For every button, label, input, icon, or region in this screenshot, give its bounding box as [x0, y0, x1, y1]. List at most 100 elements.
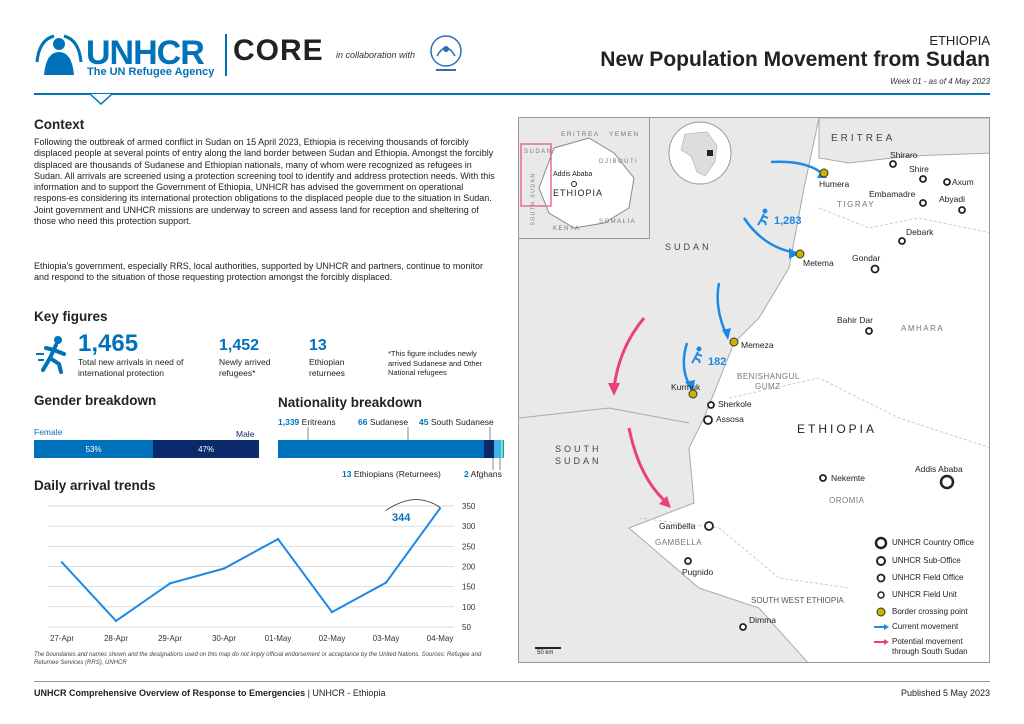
region-benishangul-1: BENISHANGUL [737, 372, 800, 381]
place-bahir-dar: Bahir Dar [837, 315, 873, 325]
scale-label: 50 km [537, 650, 554, 656]
x-tick-label: 02-May [319, 634, 346, 643]
x-tick-label: 03-May [373, 634, 400, 643]
context-paragraph-1: Following the outbreak of armed conflict… [34, 137, 495, 227]
place-abyadi: Abyadi [939, 194, 965, 204]
header-country: ETHIOPIA [929, 33, 990, 48]
female-bar-segment: 53% [34, 440, 154, 458]
nat-name: Sudanese [369, 417, 409, 427]
addis-country-office-marker [939, 474, 955, 490]
place-shire: Shire [909, 164, 929, 174]
place-sherkole: Sherkole [718, 399, 752, 409]
inset-shapes [520, 137, 635, 229]
arrival-line [61, 507, 441, 623]
peak-callout-arc [385, 499, 441, 511]
y-tick-label: 50 [462, 623, 471, 632]
x-tick-label: 27-Apr [50, 634, 74, 643]
header-divider [34, 93, 990, 95]
legend-potential-movement: Potential movement through South Sudan [892, 637, 968, 656]
region-oromia: OROMIA [829, 496, 865, 505]
inset-south-sudan: SOUTH SUDAN [530, 172, 537, 226]
refugees-label: Newly arrived refugees* [219, 357, 271, 378]
region-benishangul-2: GUMZ [755, 382, 781, 391]
legend-current-movement: Current movement [892, 622, 959, 631]
nat-value: 1,339 [278, 417, 300, 427]
potential-movement-arrows [608, 317, 671, 508]
footer-left: UNHCR Comprehensive Overview of Response… [34, 688, 385, 698]
nationality-segment [483, 440, 494, 458]
x-tick-label: 30-Apr [212, 634, 236, 643]
returnees-value: 13 [309, 337, 327, 354]
footer-title: UNHCR Comprehensive Overview of Response… [34, 688, 306, 698]
context-heading: Context [34, 117, 85, 132]
place-nekemte: Nekemte [831, 473, 866, 483]
inset-djibouti: DJIBOUTI [599, 159, 639, 165]
nat-value: 13 [342, 469, 352, 479]
data-point [384, 581, 388, 584]
border-crossing-markers [688, 168, 829, 399]
place-axum: Axum [952, 177, 974, 187]
place-kurmuk: Kurmuk [671, 382, 701, 392]
map-label-sudan: SUDAN [665, 242, 712, 252]
place-metema: Metema [803, 258, 834, 268]
data-point [276, 537, 280, 541]
gender-heading: Gender breakdown [34, 393, 157, 408]
nat-label-eritreans: 1,339 Eritreans [278, 417, 336, 427]
footer-divider [34, 681, 990, 682]
map-label-ethiopia: ETHIOPIA [797, 422, 878, 436]
trend-heading: Daily arrival trends [34, 478, 156, 493]
office-markers [684, 160, 966, 631]
unhcr-wordmark: UNHCR [86, 34, 205, 72]
key-figures-heading: Key figures [34, 309, 108, 324]
legend-field-office: UNHCR Field Office [892, 573, 964, 582]
footer-subtitle: | UNHCR - Ethiopia [305, 688, 386, 698]
footer-published: Published 5 May 2023 [900, 688, 990, 698]
refugees-value: 1,452 [219, 337, 260, 354]
data-point [222, 567, 226, 570]
x-tick-label: 04-May [427, 634, 454, 643]
x-tick-label: 01-May [265, 634, 292, 643]
flow-person-icon-kurmuk [691, 346, 703, 364]
rrs-partner-logo-icon [430, 35, 462, 71]
data-point [114, 619, 118, 623]
returnees-label: Ethiopian returnees [309, 357, 345, 378]
core-logo: CORE [225, 34, 324, 76]
nationality-segment [493, 440, 501, 458]
unhcr-logo: UNHCR The UN Refugee Agency [34, 30, 214, 80]
nat-value: 66 [358, 417, 368, 427]
nat-label-ethiopians: 13 Ethiopians (Returnees) [342, 469, 441, 479]
female-pct: 53% [85, 444, 102, 454]
y-tick-label: 200 [462, 563, 476, 572]
nationality-segment [500, 440, 503, 458]
place-embamadre: Embamadre [869, 189, 916, 199]
place-addis-ababa: Addis Ababa [915, 464, 963, 474]
total-arrivals-label: Total new arrivals in need of internatio… [78, 357, 184, 378]
inset-yemen: YEMEN [609, 131, 640, 138]
map-shapes [519, 118, 989, 662]
flow-count-metema: 1,283 [774, 215, 802, 227]
nat-name: South Sudanese [430, 417, 494, 427]
legend-field-unit: UNHCR Field Unit [892, 590, 957, 599]
place-humera: Humera [819, 179, 850, 189]
nat-label-sudanese: 66 Sudanese [358, 417, 408, 427]
trend-peak-annotation: 344 [392, 512, 411, 524]
male-label: Male [236, 429, 255, 439]
context-paragraph-2: Ethiopia's government, especially RRS, l… [34, 261, 483, 283]
legend-border-crossing: Border crossing point [892, 607, 968, 616]
map: ERITREA YEMEN SUDAN DJIBOUTI Addis Ababa… [518, 117, 990, 663]
legend-country-office: UNHCR Country Office [892, 538, 975, 547]
unhcr-tagline: The UN Refugee Agency [87, 66, 215, 78]
refugees-footnote: *This figure includes newly arrived Suda… [388, 349, 483, 377]
map-label-south-sudan-2: SUDAN [555, 456, 602, 466]
total-arrivals-value: 1,465 [78, 330, 139, 357]
female-label: Female [34, 427, 63, 437]
map-label-eritrea: ERITREA [831, 133, 896, 144]
nat-label-south-sudanese: 45 South Sudanese [419, 417, 494, 427]
regional-inset-map: ERITREA YEMEN SUDAN DJIBOUTI Addis Ababa… [519, 118, 650, 239]
y-tick-label: 100 [462, 603, 476, 612]
nat-value: 45 [419, 417, 429, 427]
place-pugnido: Pugnido [682, 567, 714, 577]
region-tigray: TIGRAY [837, 200, 876, 209]
male-bar-segment: 47% [153, 440, 259, 458]
nationality-bar [278, 440, 504, 458]
